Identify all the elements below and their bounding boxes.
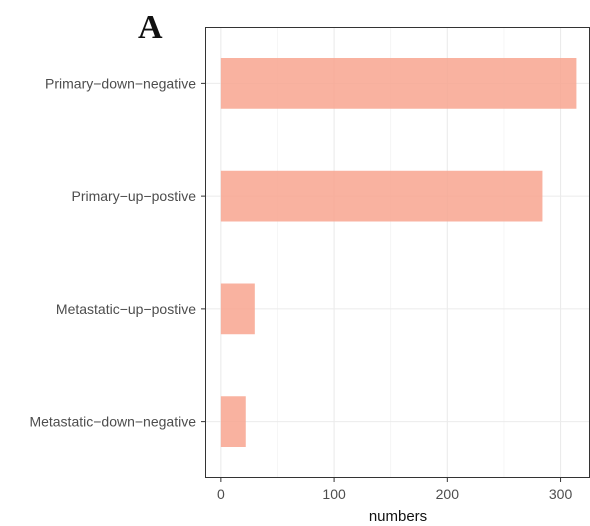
y-axis: Primary−down−negative Primary−up−postive M… <box>29 75 205 429</box>
y-tick-label: Metastatic−down−negative <box>29 414 196 430</box>
x-tick-label: 100 <box>322 486 346 502</box>
panel-label: A <box>138 9 163 46</box>
x-axis-title: numbers <box>369 508 427 525</box>
y-tick-label: Primary−up−postive <box>71 188 196 204</box>
x-tick-label: 200 <box>436 486 460 502</box>
x-axis: 0 100 200 300 <box>217 478 572 502</box>
y-tick-label: Metastatic−up−postive <box>56 301 196 317</box>
y-tick-label: Primary−down−negative <box>45 75 196 91</box>
bar <box>221 171 543 222</box>
bar <box>221 284 255 335</box>
bar <box>221 58 577 109</box>
x-tick-label: 0 <box>217 486 225 502</box>
bar <box>221 396 246 447</box>
x-tick-label: 300 <box>549 486 573 502</box>
